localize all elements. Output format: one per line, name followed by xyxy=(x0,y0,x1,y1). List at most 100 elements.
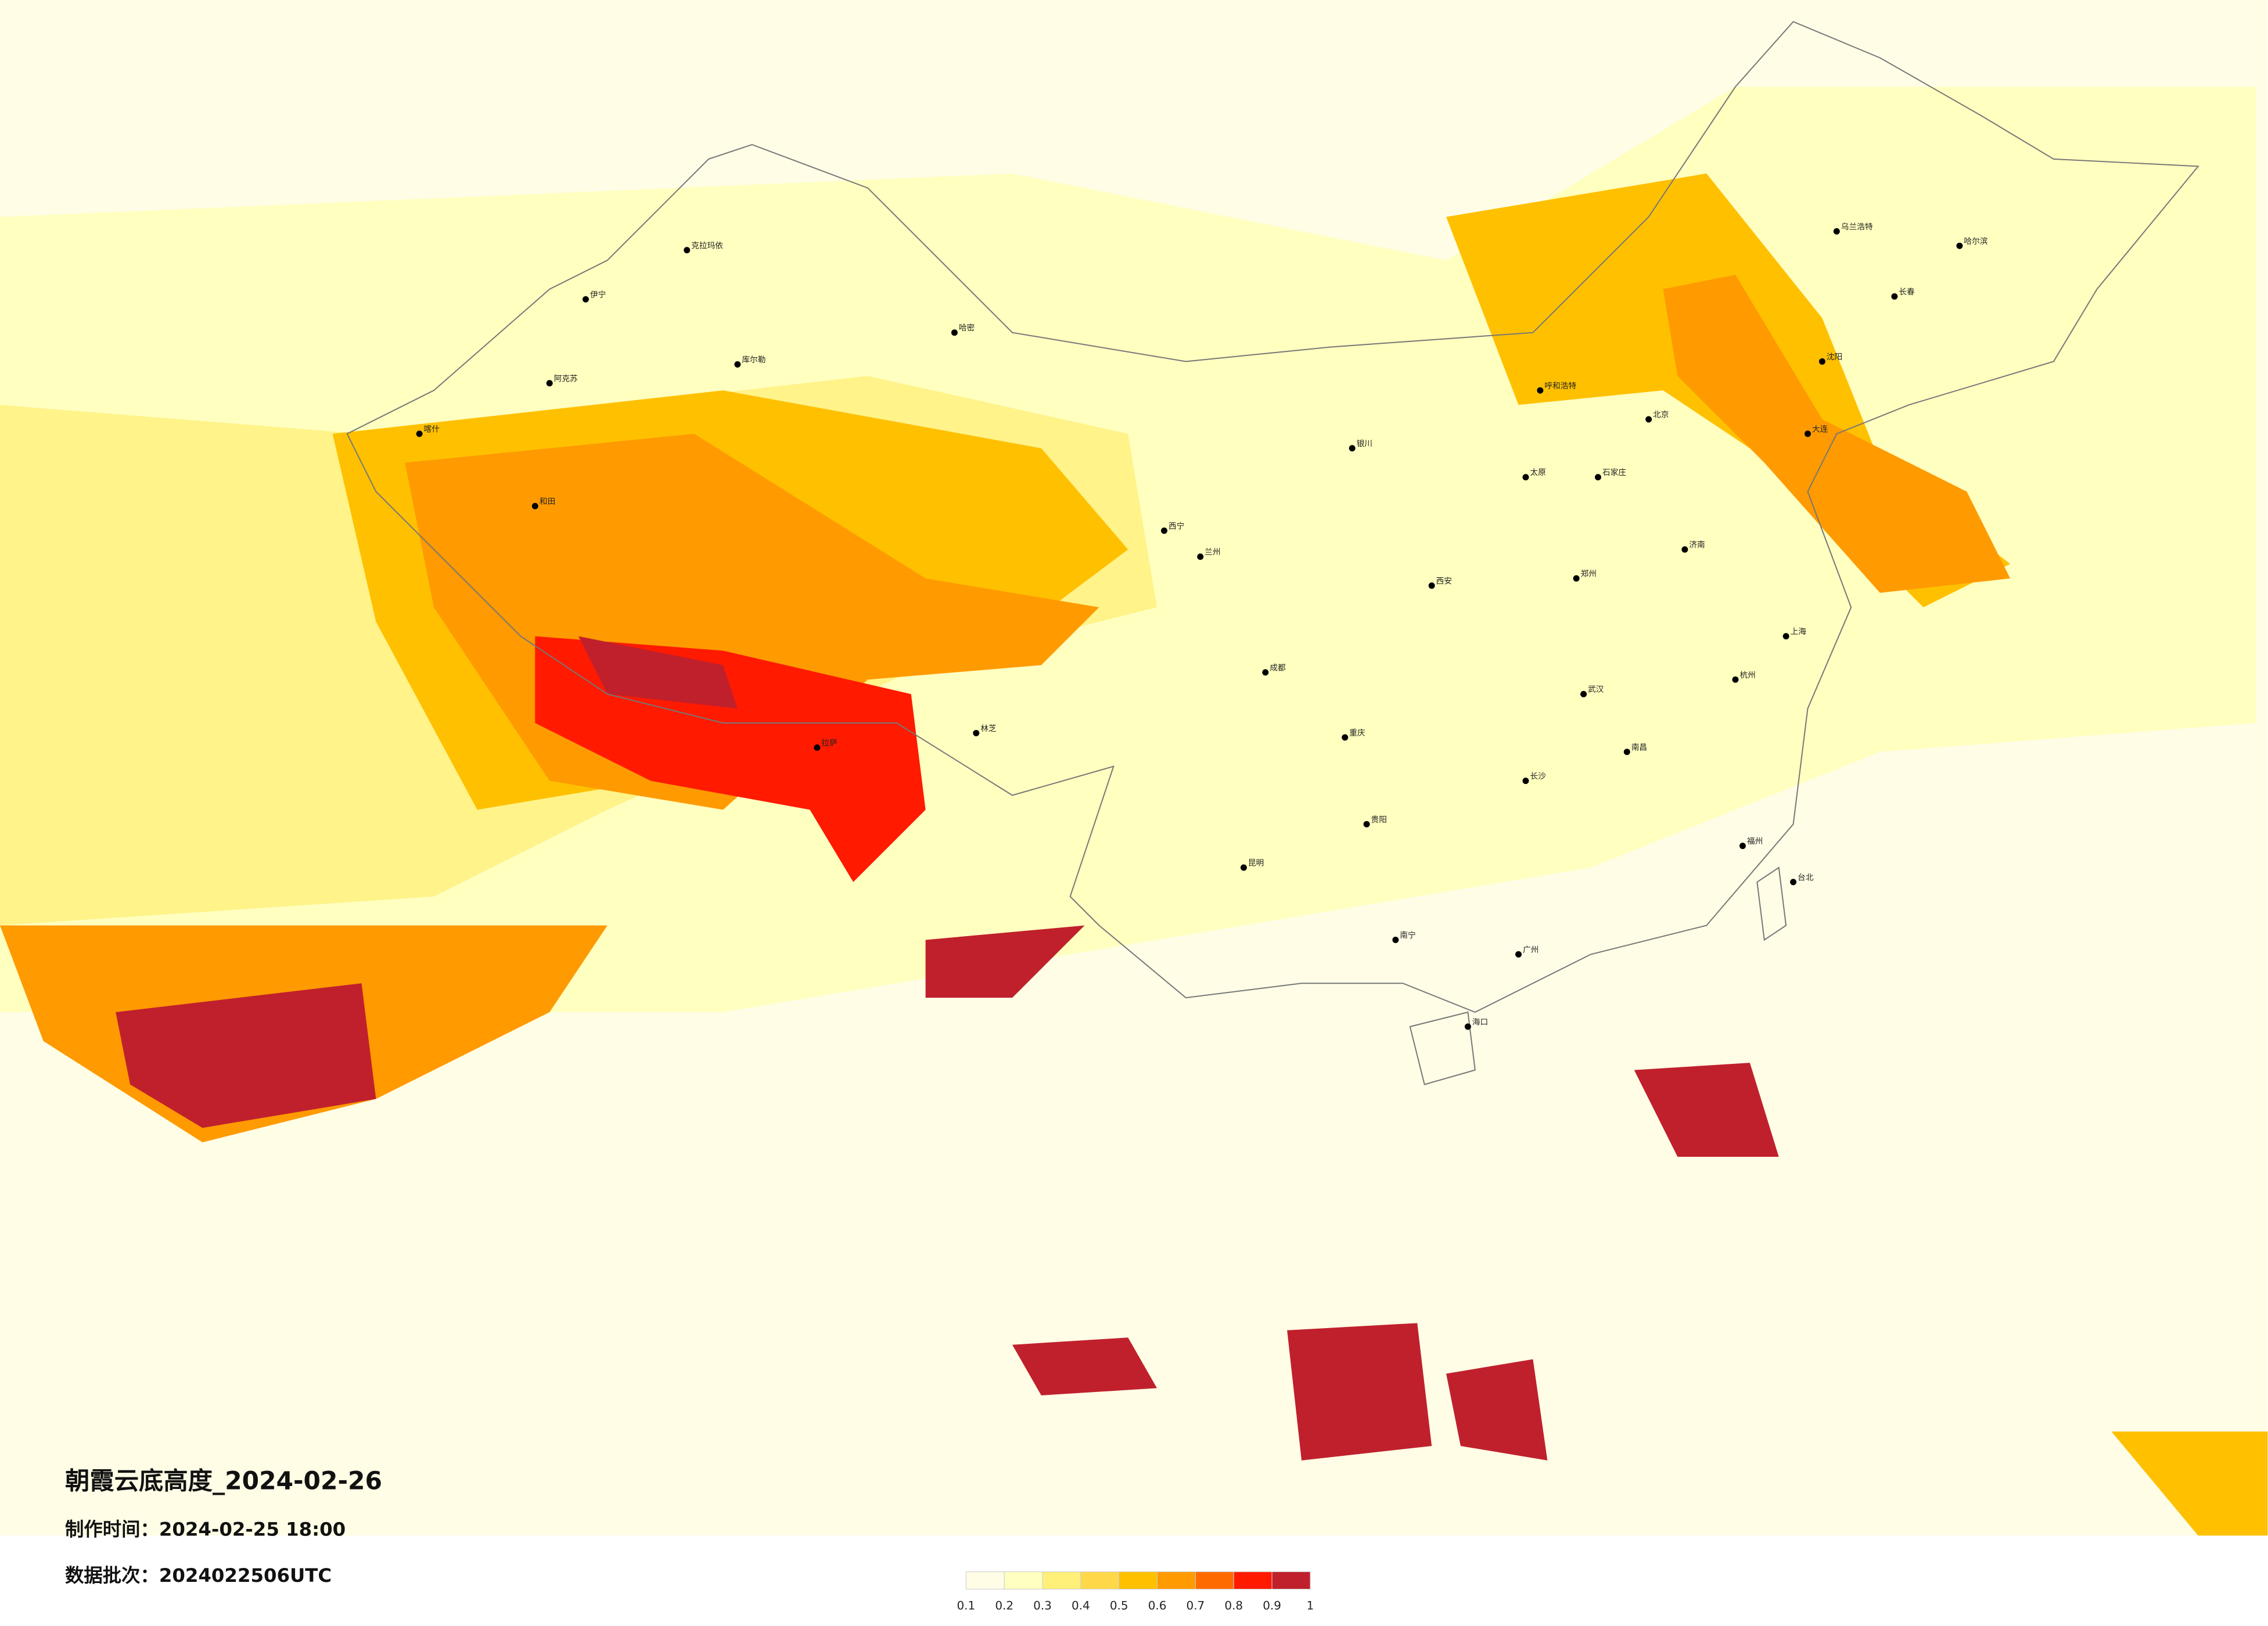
city-label: 长沙 xyxy=(1530,772,1546,781)
city-label: 南宁 xyxy=(1400,930,1415,940)
legend-swatch xyxy=(1195,1571,1234,1590)
city-dot xyxy=(1515,951,1522,958)
city-dot xyxy=(951,329,958,336)
city-label: 银川 xyxy=(1357,439,1372,448)
city-dot xyxy=(1833,228,1840,235)
city-label: 广州 xyxy=(1523,945,1539,955)
city-label: 克拉玛依 xyxy=(691,241,723,250)
city-dot xyxy=(546,380,553,387)
made-time: 制作时间：2024-02-25 18:00 xyxy=(65,1518,346,1540)
city-label: 喀什 xyxy=(424,425,440,434)
island-border xyxy=(1409,866,1787,1085)
legend-swatch xyxy=(1271,1571,1311,1590)
legend-tick-label: 0.8 xyxy=(1224,1599,1243,1612)
legend-swatch xyxy=(1233,1571,1273,1590)
city-dot xyxy=(684,247,691,254)
city-dot xyxy=(1891,293,1898,300)
city-dot xyxy=(1522,474,1529,481)
legend-tick-label: 0.9 xyxy=(1263,1599,1281,1612)
city-label: 南昌 xyxy=(1631,743,1647,752)
city-dot xyxy=(531,503,538,509)
city-dot xyxy=(1537,387,1544,394)
city-label: 北京 xyxy=(1653,411,1669,420)
city-label: 沈阳 xyxy=(1827,352,1842,362)
city-label: 海口 xyxy=(1472,1017,1488,1027)
city-label: 库尔勒 xyxy=(742,355,765,365)
city-dot xyxy=(1818,358,1825,365)
city-label: 郑州 xyxy=(1581,570,1597,579)
city-dot xyxy=(1594,474,1601,481)
city-label: 贵阳 xyxy=(1371,815,1387,825)
city-dot xyxy=(1681,546,1688,553)
city-dot xyxy=(1623,749,1630,756)
city-label: 台北 xyxy=(1798,873,1814,882)
city-dot xyxy=(1645,416,1652,423)
city-label: 哈尔滨 xyxy=(1964,237,1987,246)
city-label: 阿克苏 xyxy=(554,374,578,383)
city-label: 重庆 xyxy=(1349,728,1365,738)
city-dot xyxy=(1392,937,1399,943)
city-label: 石家庄 xyxy=(1602,467,1626,477)
city-label: 和田 xyxy=(540,497,555,506)
city-dot xyxy=(1349,445,1356,452)
city-label: 杭州 xyxy=(1739,671,1755,680)
city-label: 昆明 xyxy=(1248,859,1264,868)
legend-tick-label: 0.6 xyxy=(1148,1599,1167,1612)
city-label: 哈密 xyxy=(959,323,975,333)
city-label: 上海 xyxy=(1791,627,1807,636)
city-label: 呼和浩特 xyxy=(1544,382,1576,391)
city-dot xyxy=(1363,821,1370,828)
city-dot xyxy=(814,744,821,751)
city-dot xyxy=(1732,676,1739,683)
country-border xyxy=(346,21,2199,1013)
city-dot xyxy=(1805,430,1811,437)
city-label: 兰州 xyxy=(1205,548,1220,557)
city-dot xyxy=(1464,1023,1471,1030)
city-label: 武汉 xyxy=(1588,685,1604,695)
city-dot xyxy=(1240,864,1247,871)
legend-swatch xyxy=(1119,1571,1158,1590)
city-label: 乌兰浩特 xyxy=(1841,222,1873,232)
legend-tick-label: 0.3 xyxy=(1033,1599,1052,1612)
city-label: 成都 xyxy=(1270,663,1286,672)
legend-swatch xyxy=(1157,1571,1196,1590)
city-label: 西宁 xyxy=(1169,521,1184,531)
city-label: 太原 xyxy=(1530,468,1545,477)
city-dot xyxy=(416,430,423,437)
city-dot xyxy=(582,296,589,303)
legend-swatch xyxy=(965,1571,1005,1590)
batch: 数据批次：2024022506UTC xyxy=(65,1564,332,1587)
city-dot xyxy=(1262,669,1269,676)
city-dot xyxy=(1782,633,1789,640)
legend-tick-label: 0.5 xyxy=(1110,1599,1128,1612)
legend-tick-label: 0.1 xyxy=(957,1599,975,1612)
city-dot xyxy=(1160,527,1167,534)
city-label: 大连 xyxy=(1812,425,1828,434)
city-dot xyxy=(1739,843,1746,850)
city-label: 拉萨 xyxy=(821,739,837,748)
city-dot xyxy=(1522,778,1529,785)
city-dot xyxy=(1428,582,1435,589)
city-dot xyxy=(1956,242,1963,249)
city-dot xyxy=(734,361,741,368)
city-dot xyxy=(1342,734,1349,741)
city-label: 林芝 xyxy=(980,724,997,733)
city-label: 济南 xyxy=(1689,541,1705,550)
city-label: 伊宁 xyxy=(590,290,606,300)
city-dot xyxy=(1790,879,1797,886)
city-label: 福州 xyxy=(1747,837,1763,846)
title: 朝霞云底高度_2024-02-26 xyxy=(65,1467,382,1495)
city-dot xyxy=(1573,575,1580,582)
legend-tick-label: 0.4 xyxy=(1072,1599,1090,1612)
legend-swatch xyxy=(1080,1571,1120,1590)
city-label: 长春 xyxy=(1899,287,1915,297)
legend-tick-label: 0.2 xyxy=(995,1599,1013,1612)
cloud-fields xyxy=(0,87,2268,1536)
city-dot xyxy=(1580,690,1587,697)
legend-tick-label: 1 xyxy=(1307,1599,1314,1612)
city-dot xyxy=(1197,553,1204,560)
city-dot xyxy=(973,729,980,736)
